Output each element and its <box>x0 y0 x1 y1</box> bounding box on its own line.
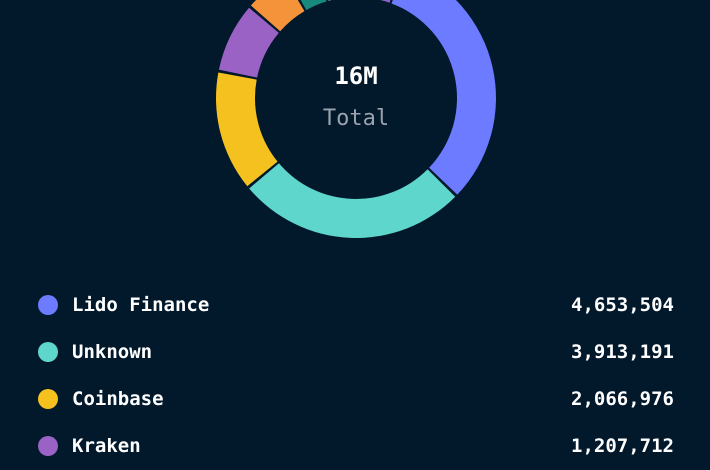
legend-item[interactable]: Kraken 1,207,712 <box>0 423 710 470</box>
total-label: Total <box>322 106 390 131</box>
donut-slice-unknown[interactable] <box>249 163 456 239</box>
legend: Lido Finance 4,653,504 Unknown 3,913,191… <box>0 282 710 470</box>
donut-slice-coinbase[interactable] <box>216 72 278 187</box>
donut-svg <box>216 0 496 239</box>
legend-color-dot <box>38 389 58 409</box>
legend-color-dot <box>38 342 58 362</box>
donut-slice-4[interactable] <box>250 0 305 32</box>
donut-slice-9[interactable] <box>380 0 403 3</box>
donut-slice-lido-finance[interactable] <box>391 0 496 195</box>
legend-item[interactable]: Lido Finance 4,653,504 <box>0 282 710 329</box>
legend-item[interactable]: Coinbase 2,066,976 <box>0 376 710 423</box>
donut-slice-5[interactable] <box>287 0 327 11</box>
legend-label: Kraken <box>72 435 141 457</box>
legend-value: 1,207,712 <box>571 435 674 457</box>
legend-color-dot <box>38 295 58 315</box>
total-value: 16M <box>334 62 378 90</box>
legend-label: Coinbase <box>72 388 164 410</box>
legend-label: Unknown <box>72 341 153 363</box>
legend-value: 3,913,191 <box>571 341 674 363</box>
legend-value: 2,066,976 <box>571 388 674 410</box>
donut-slice-kraken[interactable] <box>218 7 279 78</box>
donut-chart: 16M Total <box>216 0 496 239</box>
legend-color-dot <box>38 436 58 456</box>
legend-item[interactable]: Unknown 3,913,191 <box>0 329 710 376</box>
legend-value: 4,653,504 <box>571 294 674 316</box>
donut-slice-6[interactable] <box>318 0 347 1</box>
legend-label: Lido Finance <box>72 294 210 316</box>
